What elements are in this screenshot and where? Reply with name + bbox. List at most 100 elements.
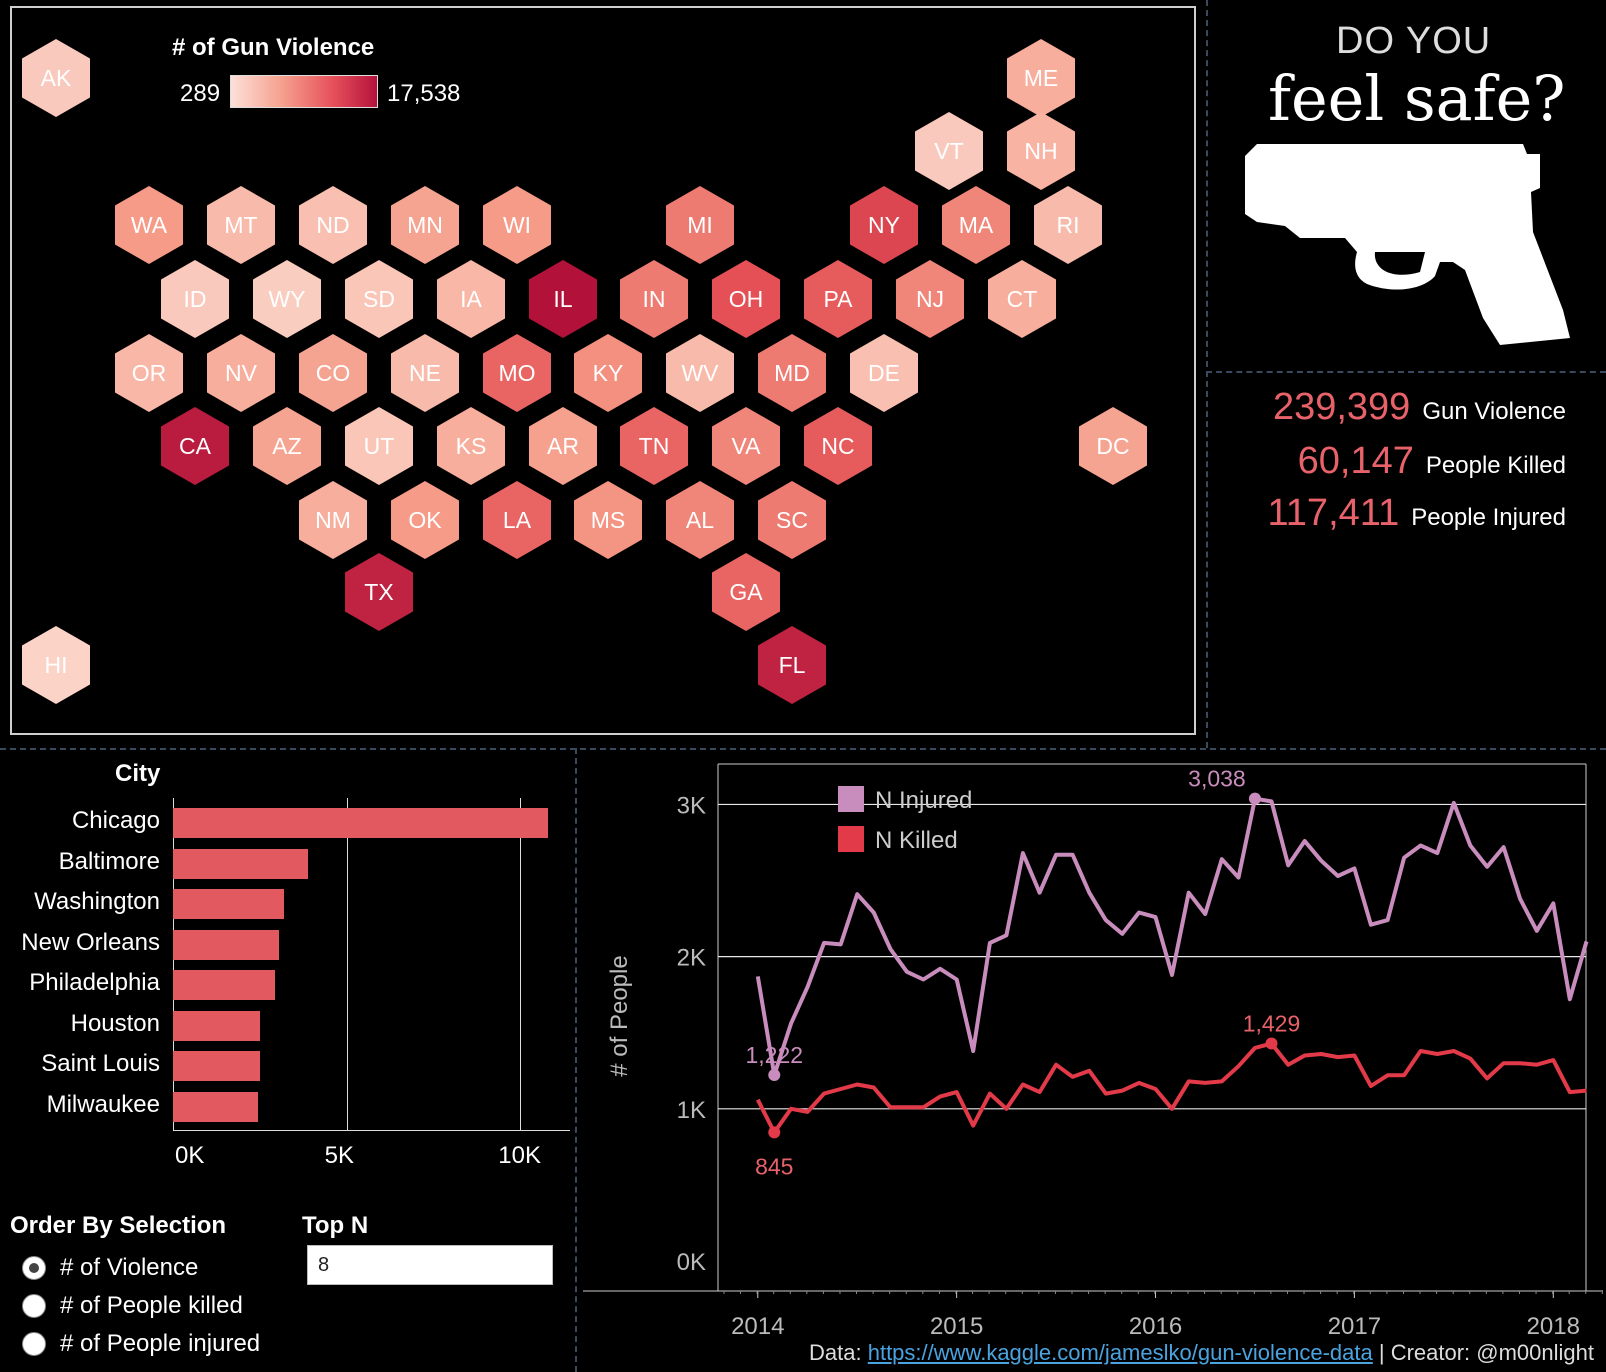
state-hex-mo[interactable]: MO (483, 334, 551, 412)
state-hex-ms[interactable]: MS (574, 481, 642, 559)
state-hex-ca[interactable]: CA (161, 407, 229, 485)
state-hex-hi[interactable]: HI (22, 626, 90, 704)
annotation-label: 3,038 (1188, 766, 1246, 792)
state-hex-ny[interactable]: NY (850, 186, 918, 264)
state-hex-nm[interactable]: NM (299, 481, 367, 559)
city-bar[interactable] (173, 929, 279, 960)
state-hex-id[interactable]: ID (161, 260, 229, 338)
state-hex-mn[interactable]: MN (391, 186, 459, 264)
y-tick-label: 1K (677, 1097, 706, 1124)
city-label: Philadelphia (29, 969, 160, 996)
order-by-title: Order By Selection (10, 1212, 227, 1239)
annotation-label: 845 (755, 1153, 793, 1179)
radio-label: # of People injured (60, 1330, 261, 1357)
radio-icon[interactable] (22, 1332, 46, 1356)
state-hex-ma[interactable]: MA (942, 186, 1010, 264)
radio-selected-icon[interactable] (22, 1256, 46, 1280)
state-hex-oh[interactable]: OH (712, 260, 780, 338)
state-hex-sd[interactable]: SD (345, 260, 413, 338)
state-hex-ut[interactable]: UT (345, 407, 413, 485)
state-hex-co[interactable]: CO (299, 334, 367, 412)
kpi-value: 239,399 (1272, 386, 1411, 428)
state-hex-nv[interactable]: NV (207, 334, 275, 412)
annotation-point (768, 1069, 781, 1082)
state-hex-ri[interactable]: RI (1034, 186, 1102, 264)
state-hex-or[interactable]: OR (115, 334, 183, 412)
state-hex-fl[interactable]: FL (758, 626, 826, 704)
kpi-people-killed: 60,147 People Killed (1298, 440, 1566, 483)
state-hex-nc[interactable]: NC (804, 407, 872, 485)
state-hex-de[interactable]: DE (850, 334, 918, 412)
state-hex-tx[interactable]: TX (345, 553, 413, 631)
legend-color-bar (230, 75, 378, 108)
x-gridline (173, 798, 174, 1130)
state-hex-ak[interactable]: AK (22, 39, 90, 117)
state-hex-ia[interactable]: IA (437, 260, 505, 338)
state-hex-vt[interactable]: VT (915, 112, 983, 190)
legend-label: N Killed (875, 827, 958, 854)
y-axis-title: # of People (606, 955, 633, 1076)
state-hex-va[interactable]: VA (712, 407, 780, 485)
pistol-icon (1245, 144, 1570, 345)
state-hex-ne[interactable]: NE (391, 334, 459, 412)
state-hex-ar[interactable]: AR (529, 407, 597, 485)
divider (575, 748, 577, 1372)
state-hex-pa[interactable]: PA (804, 260, 872, 338)
x-tick-label: 10K (498, 1142, 541, 1169)
state-hex-wv[interactable]: WV (666, 334, 734, 412)
state-hex-wa[interactable]: WA (115, 186, 183, 264)
city-label: Baltimore (58, 847, 160, 875)
state-hex-la[interactable]: LA (483, 481, 551, 559)
y-tick-label: 2K (677, 945, 706, 972)
state-hex-sc[interactable]: SC (758, 481, 826, 559)
city-bar[interactable] (173, 808, 549, 838)
legend-swatch (838, 786, 864, 812)
legend-label: N Injured (875, 787, 972, 814)
state-hex-nh[interactable]: NH (1007, 112, 1075, 190)
state-hex-ct[interactable]: CT (988, 260, 1056, 338)
legend-max: 17,538 (387, 80, 461, 107)
state-hex-tn[interactable]: TN (620, 407, 688, 485)
y-tick-label: 3K (677, 792, 706, 819)
state-hex-az[interactable]: AZ (253, 407, 321, 485)
radio-people-injured[interactable]: # of People injured (22, 1330, 260, 1358)
footer-data-prefix: Data: (809, 1340, 862, 1365)
city-bar[interactable] (173, 970, 276, 1000)
city-bar[interactable] (173, 1091, 259, 1122)
radio-icon[interactable] (22, 1294, 46, 1318)
state-hex-in[interactable]: IN (620, 260, 688, 338)
state-hex-nj[interactable]: NJ (896, 260, 964, 338)
city-header: City (115, 760, 161, 787)
state-hex-wy[interactable]: WY (253, 260, 321, 338)
city-bar[interactable] (173, 889, 285, 919)
state-hex-mi[interactable]: MI (666, 186, 734, 264)
city-bar[interactable] (173, 848, 309, 879)
city-bar[interactable] (173, 1051, 260, 1081)
top-n-input[interactable]: 8 (307, 1245, 553, 1285)
state-hex-al[interactable]: AL (666, 481, 734, 559)
x-gridline (520, 798, 522, 1130)
state-hex-il[interactable]: IL (529, 260, 597, 338)
x-tick-label: 2017 (1328, 1313, 1381, 1336)
state-hex-md[interactable]: MD (758, 334, 826, 412)
state-hex-ga[interactable]: GA (712, 553, 780, 631)
state-hex-ky[interactable]: KY (574, 334, 642, 412)
x-tick-label: 2014 (731, 1313, 784, 1336)
state-hex-me[interactable]: ME (1007, 39, 1075, 117)
x-tick-label: 2018 (1527, 1313, 1580, 1336)
x-axis-line (173, 1130, 570, 1131)
state-hex-ok[interactable]: OK (391, 481, 459, 559)
city-bar[interactable] (173, 1010, 260, 1041)
kpi-value: 117,411 (1267, 492, 1400, 534)
state-hex-ks[interactable]: KS (437, 407, 505, 485)
state-hex-wi[interactable]: WI (483, 186, 551, 264)
footer-data-link[interactable]: https://www.kaggle.com/jameslko/gun-viol… (867, 1340, 1373, 1365)
x-tick-label: 2016 (1129, 1313, 1182, 1336)
state-hex-nd[interactable]: ND (299, 186, 367, 264)
x-tick-label: 5K (324, 1142, 354, 1169)
radio-people-killed[interactable]: # of People killed (22, 1292, 243, 1320)
state-hex-dc[interactable]: DC (1079, 407, 1147, 485)
radio-violence[interactable]: # of Violence (22, 1254, 198, 1282)
annotation-point (768, 1126, 781, 1139)
state-hex-mt[interactable]: MT (207, 186, 275, 264)
